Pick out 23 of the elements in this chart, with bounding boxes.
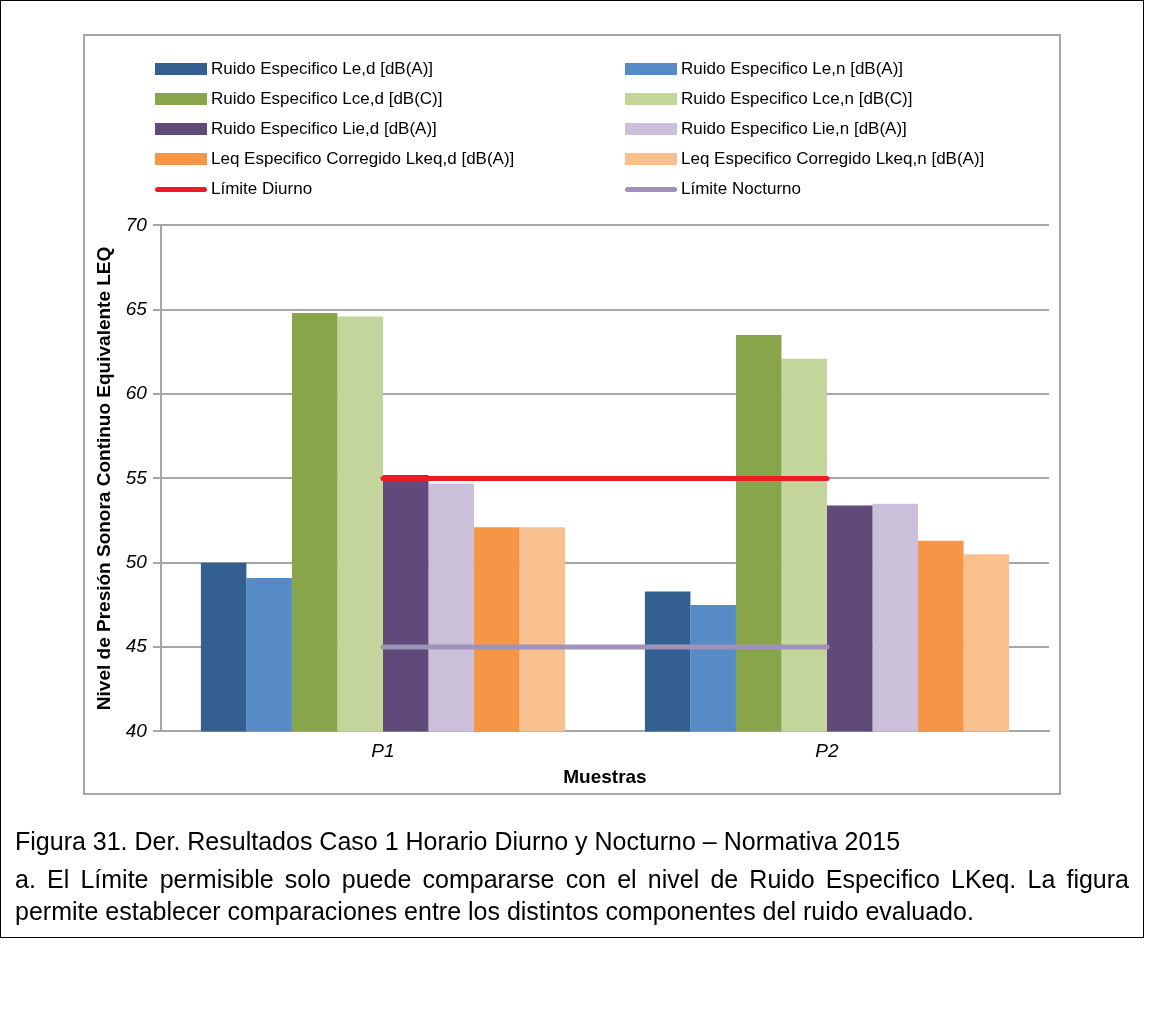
y-tick-label: 45 <box>125 635 148 657</box>
legend-label: Ruido Especifico Le,n [dB(A)] <box>681 59 904 79</box>
y-axis-title: Nivel de Presión Sonora Continuo Equivalente LEQ <box>92 246 114 711</box>
x-tick-label: P1 <box>371 740 395 762</box>
legend-label: Leq Especifico Corregido Lkeq,n [dB(A)] <box>681 149 985 169</box>
y-tick-label: 65 <box>125 298 148 320</box>
legend-label: Ruido Especifico Lie,n [dB(A)] <box>681 119 907 139</box>
text: a. El Límite permisible solo puede compararse con el nivel de Ruido Especifico LKeq. La figura permite establecer comparaciones entre los distintos componentes del ruido evaluado. <box>15 864 1129 927</box>
legend-label: Ruido Especifico Lie,d [dB(A)] <box>211 119 437 139</box>
legend-label: Ruido Especifico Le,d [dB(A)] <box>211 59 434 79</box>
text: Figura 31. Der. Resultados Caso 1 Horario Diurno y Nocturno – Normativa 2015 <box>15 826 902 857</box>
y-tick-label: 60 <box>125 382 148 404</box>
y-tick-label: 70 <box>125 213 148 235</box>
y-tick-label: 40 <box>125 719 148 741</box>
legend-label: Límite Diurno <box>211 179 313 199</box>
y-tick-label: 50 <box>125 551 148 573</box>
x-axis-title: Muestras <box>563 765 647 787</box>
legend-label: Límite Nocturno <box>681 179 801 199</box>
y-tick-label: 55 <box>125 466 148 488</box>
legend-label: Ruido Especifico Lce,d [dB(C)] <box>211 89 443 109</box>
legend-label: Leq Especifico Corregido Lkeq,d [dB(A)] <box>211 149 515 169</box>
legend-label: Ruido Especifico Lce,n [dB(C)] <box>681 89 913 109</box>
x-tick-label: P2 <box>815 740 840 762</box>
